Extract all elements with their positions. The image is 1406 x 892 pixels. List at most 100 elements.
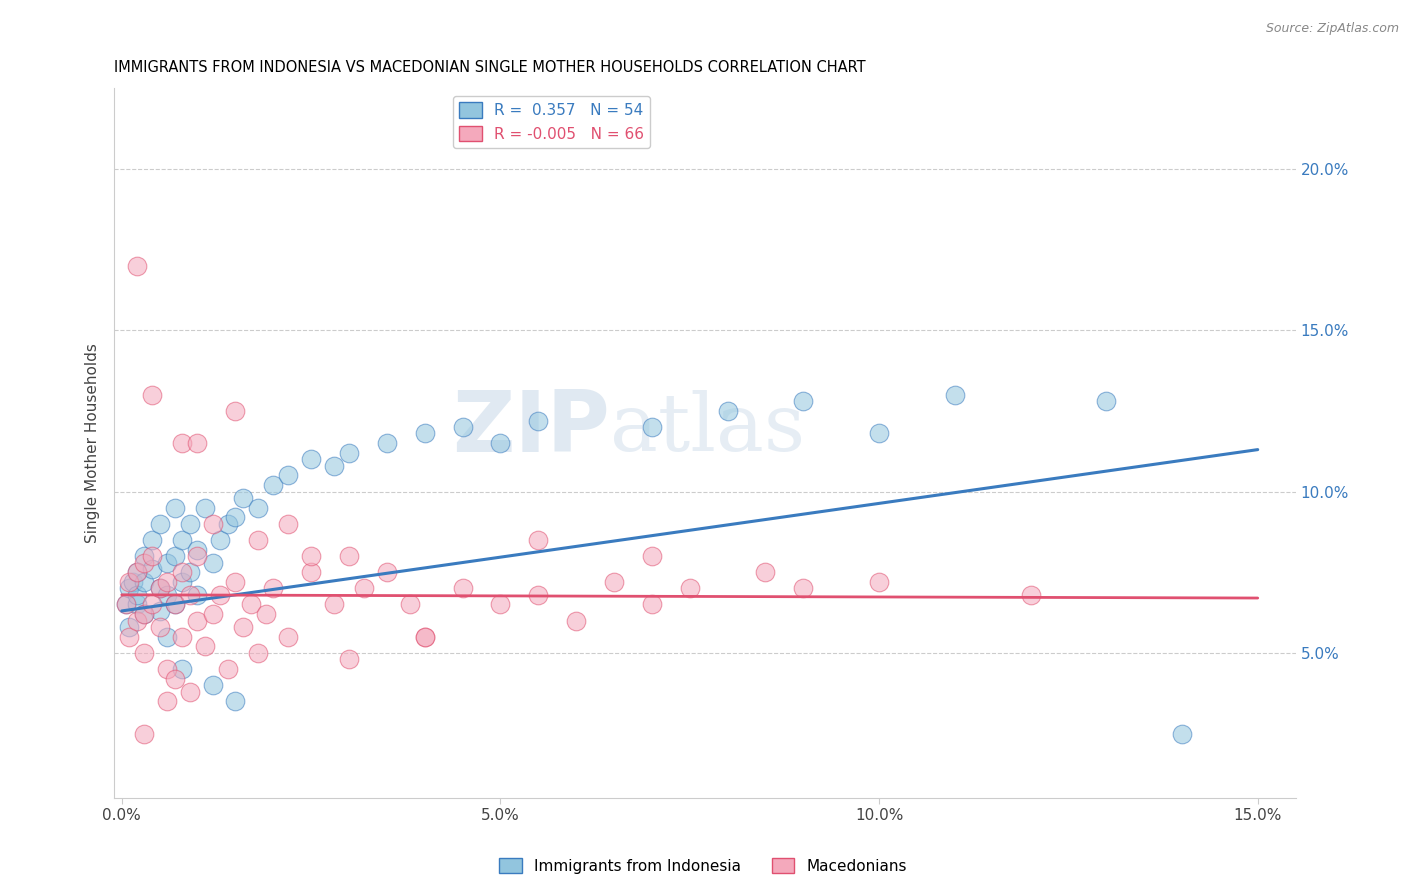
Point — [232, 620, 254, 634]
Point — [141, 388, 163, 402]
Point — [125, 566, 148, 580]
Point — [172, 662, 194, 676]
Point — [114, 598, 136, 612]
Point — [489, 436, 512, 450]
Point — [1095, 394, 1118, 409]
Point — [247, 500, 270, 515]
Point — [792, 582, 814, 596]
Point — [149, 620, 172, 634]
Point — [451, 582, 474, 596]
Point — [217, 662, 239, 676]
Point — [172, 566, 194, 580]
Point — [375, 436, 398, 450]
Point — [156, 574, 179, 589]
Legend: R =  0.357   N = 54, R = -0.005   N = 66: R = 0.357 N = 54, R = -0.005 N = 66 — [453, 96, 650, 148]
Point — [149, 582, 172, 596]
Point — [277, 630, 299, 644]
Point — [641, 598, 664, 612]
Point — [413, 630, 436, 644]
Point — [943, 388, 966, 402]
Point — [179, 516, 201, 531]
Point — [163, 549, 186, 563]
Point — [156, 588, 179, 602]
Point — [247, 533, 270, 547]
Point — [262, 582, 284, 596]
Point — [201, 556, 224, 570]
Point — [156, 556, 179, 570]
Point — [239, 598, 262, 612]
Point — [186, 614, 208, 628]
Point — [299, 549, 322, 563]
Point — [451, 420, 474, 434]
Point — [375, 566, 398, 580]
Point — [1019, 588, 1042, 602]
Legend: Immigrants from Indonesia, Macedonians: Immigrants from Indonesia, Macedonians — [492, 852, 914, 880]
Point — [322, 458, 344, 473]
Point — [149, 582, 172, 596]
Point — [118, 582, 141, 596]
Point — [754, 566, 776, 580]
Point — [868, 426, 890, 441]
Point — [156, 630, 179, 644]
Point — [156, 662, 179, 676]
Point — [792, 394, 814, 409]
Point — [337, 446, 360, 460]
Point — [641, 549, 664, 563]
Point — [201, 678, 224, 692]
Point — [224, 574, 246, 589]
Point — [134, 607, 156, 622]
Text: atlas: atlas — [610, 390, 806, 468]
Point — [209, 533, 232, 547]
Point — [527, 414, 550, 428]
Point — [125, 598, 148, 612]
Point — [247, 646, 270, 660]
Point — [413, 426, 436, 441]
Point — [277, 468, 299, 483]
Point — [186, 588, 208, 602]
Point — [141, 533, 163, 547]
Point — [186, 436, 208, 450]
Point — [322, 598, 344, 612]
Point — [337, 652, 360, 666]
Point — [217, 516, 239, 531]
Point — [209, 588, 232, 602]
Point — [118, 574, 141, 589]
Point — [179, 684, 201, 698]
Point — [224, 510, 246, 524]
Point — [114, 598, 136, 612]
Point — [194, 640, 217, 654]
Point — [122, 574, 145, 589]
Point — [717, 404, 740, 418]
Point — [254, 607, 277, 622]
Point — [527, 588, 550, 602]
Point — [172, 630, 194, 644]
Point — [565, 614, 588, 628]
Point — [125, 259, 148, 273]
Point — [118, 620, 141, 634]
Point — [118, 630, 141, 644]
Point — [134, 574, 156, 589]
Point — [163, 672, 186, 686]
Point — [163, 598, 186, 612]
Point — [337, 549, 360, 563]
Point — [149, 604, 172, 618]
Y-axis label: Single Mother Households: Single Mother Households — [86, 343, 100, 543]
Point — [141, 598, 163, 612]
Point — [262, 478, 284, 492]
Point — [125, 588, 148, 602]
Point — [172, 574, 194, 589]
Text: IMMIGRANTS FROM INDONESIA VS MACEDONIAN SINGLE MOTHER HOUSEHOLDS CORRELATION CHA: IMMIGRANTS FROM INDONESIA VS MACEDONIAN … — [114, 60, 866, 75]
Point — [224, 404, 246, 418]
Point — [299, 452, 322, 467]
Point — [125, 614, 148, 628]
Point — [134, 607, 156, 622]
Point — [134, 556, 156, 570]
Point — [141, 549, 163, 563]
Point — [149, 516, 172, 531]
Point — [125, 566, 148, 580]
Text: ZIP: ZIP — [453, 387, 610, 470]
Point — [679, 582, 702, 596]
Point — [134, 726, 156, 740]
Text: Source: ZipAtlas.com: Source: ZipAtlas.com — [1265, 22, 1399, 36]
Point — [194, 500, 217, 515]
